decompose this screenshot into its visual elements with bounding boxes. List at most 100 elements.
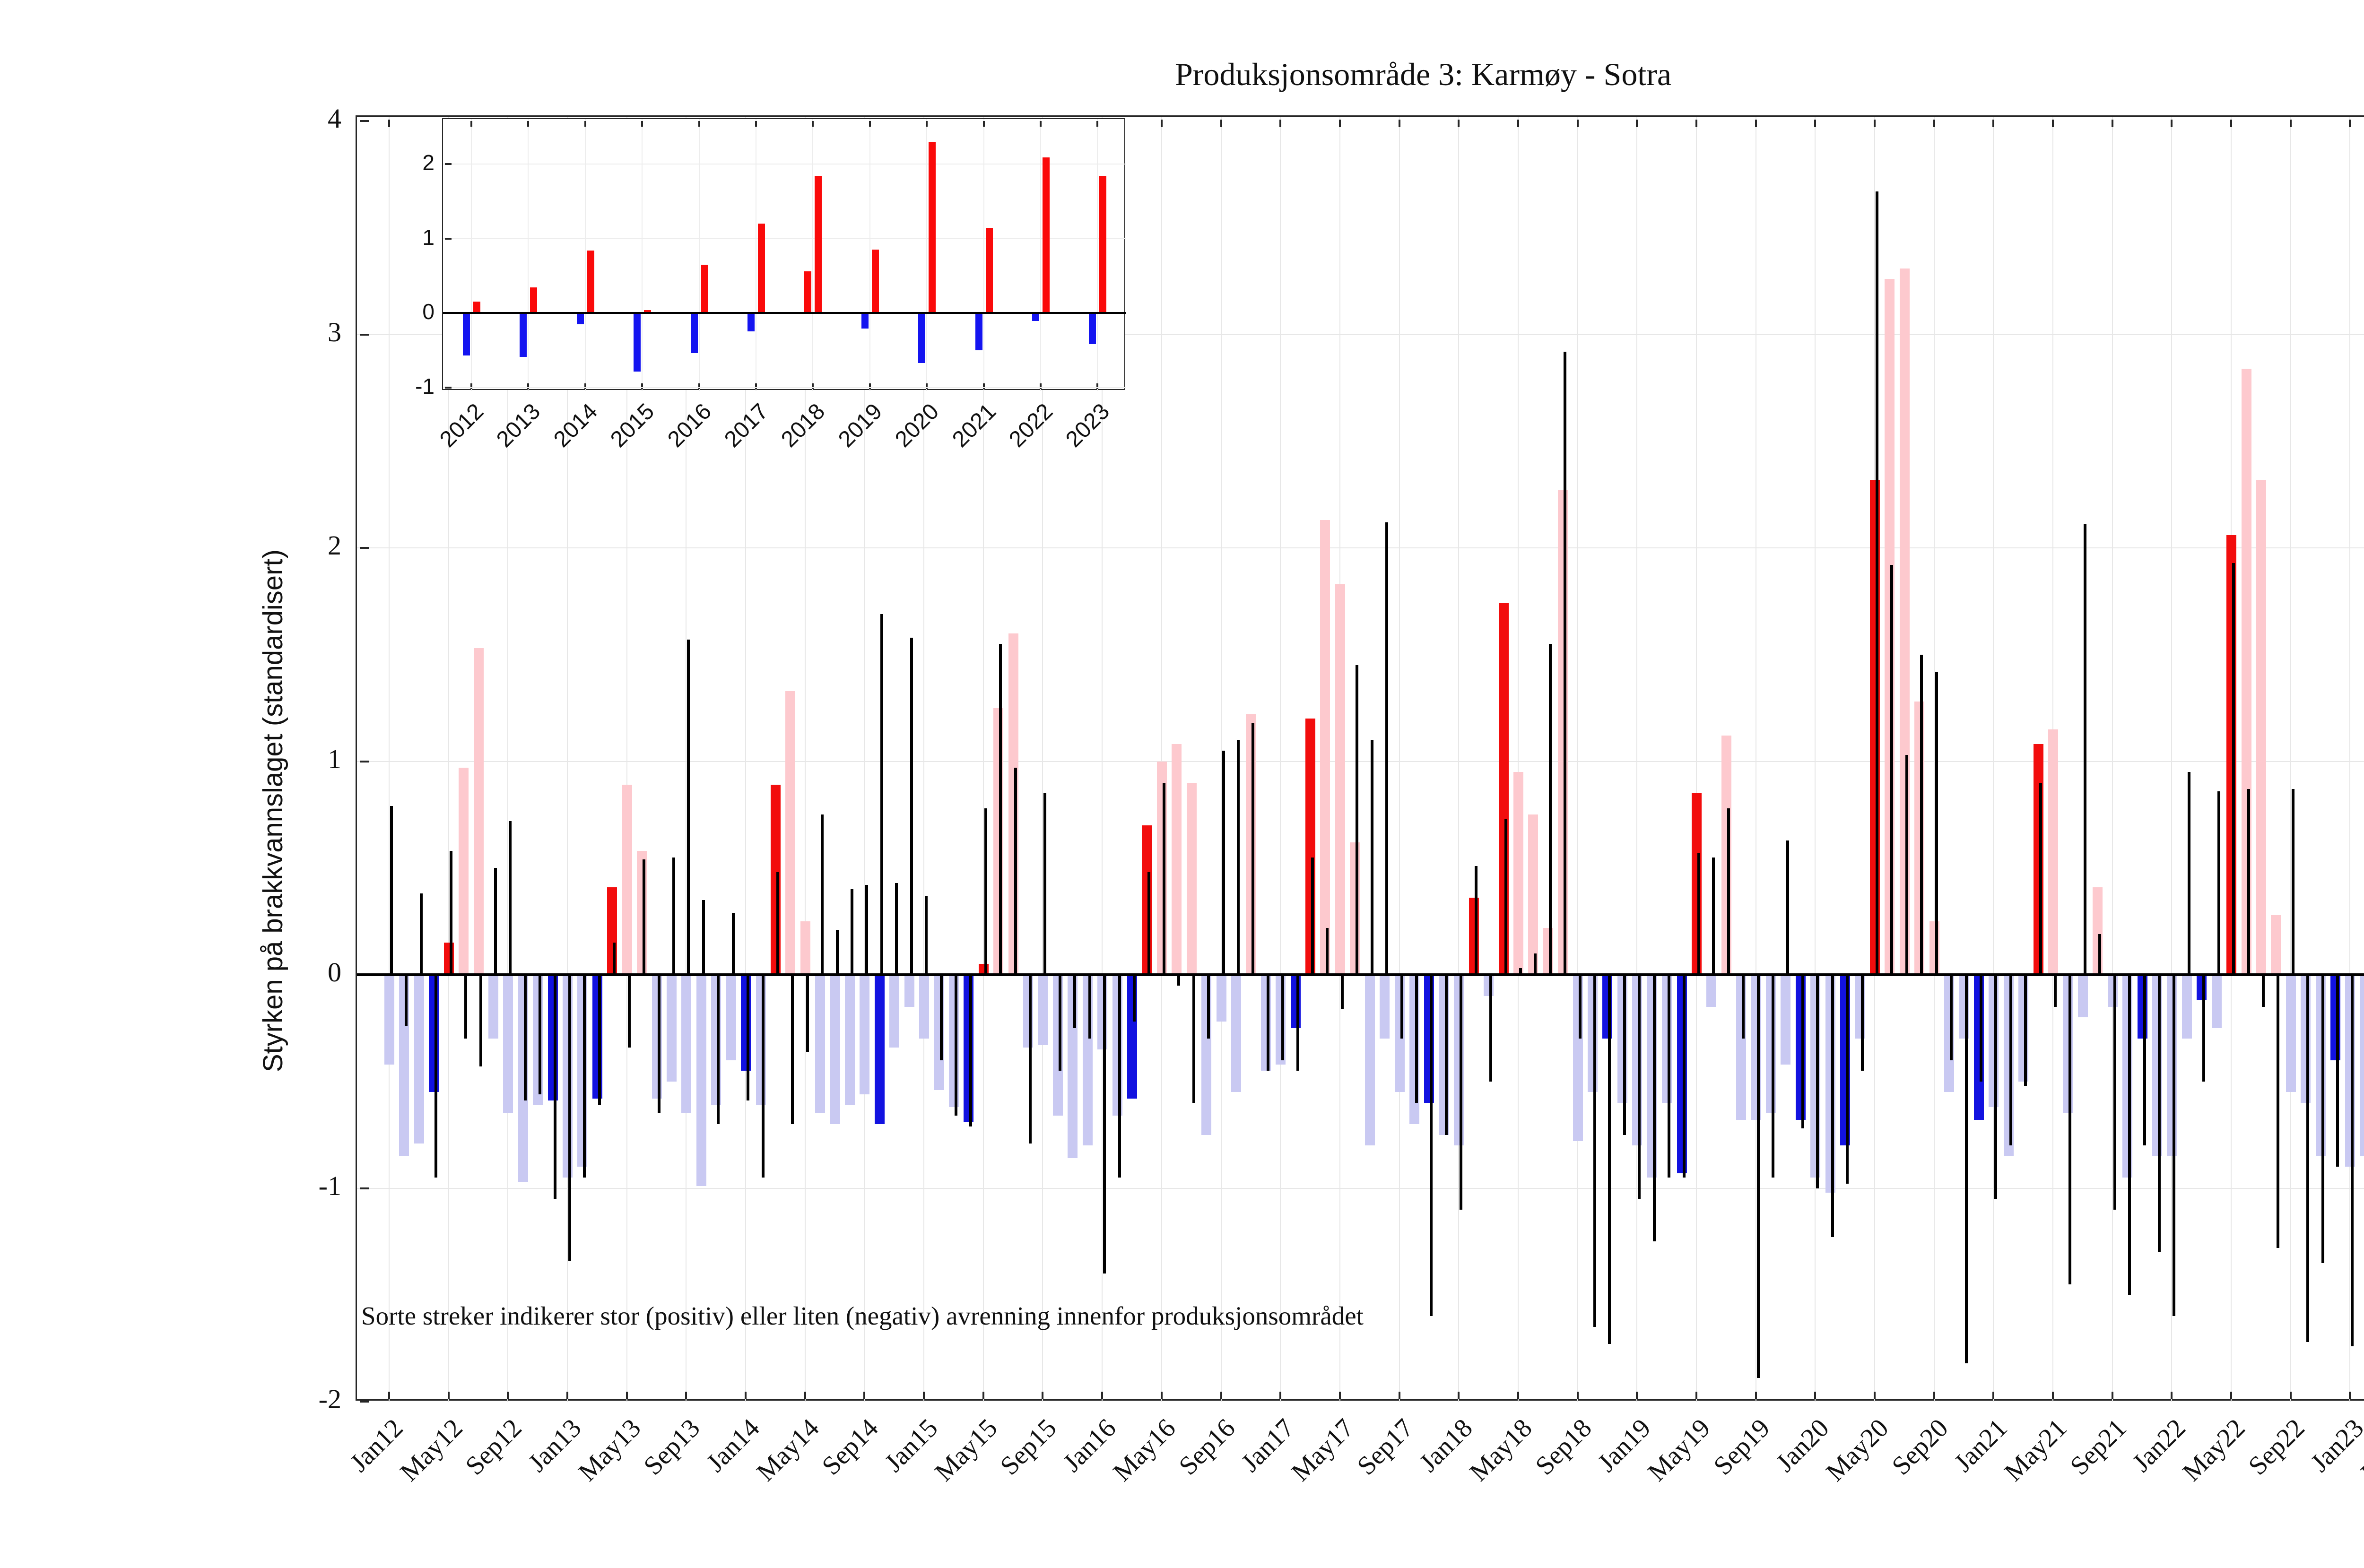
inset-y-gridline (443, 387, 1126, 388)
month-bar (473, 648, 484, 975)
y-tick-mark (360, 1187, 369, 1189)
x-tick-mark (1458, 1392, 1460, 1399)
x-tick-mark (2349, 1392, 2351, 1399)
y-tick-mark (360, 120, 369, 122)
x-gridline (1993, 117, 1994, 1402)
runoff-line (1994, 975, 1998, 1199)
runoff-line (1400, 975, 1403, 1039)
runoff-line (2306, 975, 2310, 1342)
runoff-line (1876, 191, 1878, 975)
inset-x-tick-mark-top (1040, 121, 1042, 127)
runoff-line (925, 895, 928, 975)
inset-y-tick-label: 2 (422, 150, 435, 175)
runoff-line (1935, 671, 1938, 975)
inset-bar (587, 250, 594, 313)
x-tick-mark (2230, 1392, 2233, 1399)
chart-title: Produksjonsområde 3: Karmøy - Sotra (1174, 56, 1672, 92)
runoff-line (1162, 782, 1165, 975)
runoff-line (1742, 975, 1745, 1039)
inset-x-gridline (1040, 119, 1041, 391)
x-tick-mark (1279, 1392, 1282, 1399)
x-gridline (448, 117, 449, 1402)
x-gridline (864, 117, 865, 1402)
x-tick-mark (1933, 1392, 1935, 1399)
runoff-line (761, 975, 765, 1178)
inset-x-gridline (926, 119, 928, 391)
runoff-line (1638, 975, 1641, 1199)
inset-bar (871, 250, 879, 313)
x-tick-mark-top (1695, 120, 1697, 127)
runoff-line (553, 975, 556, 1199)
x-gridline (507, 117, 509, 1402)
x-tick-mark (2171, 1392, 2173, 1399)
y-gridline (357, 1187, 2364, 1189)
x-gridline (1220, 117, 1222, 1402)
x-tick-mark (2052, 1392, 2054, 1399)
x-gridline (1517, 117, 1519, 1402)
x-tick-mark (388, 1392, 390, 1399)
runoff-line (895, 883, 898, 975)
x-tick-mark-top (1338, 120, 1341, 127)
inset-x-tick-mark (527, 383, 530, 389)
inset-x-tick-mark (1096, 383, 1099, 389)
x-gridline (1042, 117, 1043, 1402)
runoff-line (449, 851, 452, 975)
x-gridline (1636, 117, 1638, 1402)
inset-x-tick-mark-top (1096, 121, 1099, 127)
month-bar (681, 975, 692, 1114)
x-gridline (1102, 117, 1103, 1402)
x-tick-mark (1874, 1392, 1876, 1399)
runoff-line (717, 975, 720, 1125)
month-bar (904, 975, 914, 1007)
month-bar (666, 975, 677, 1082)
runoff-line (1311, 857, 1314, 975)
x-tick-mark-top (2349, 120, 2351, 127)
runoff-line (1296, 975, 1299, 1071)
x-tick-mark-top (1160, 120, 1163, 127)
inset-y-tick-mark (445, 163, 452, 165)
x-tick-mark (1160, 1392, 1163, 1399)
x-tick-mark (1042, 1392, 1044, 1399)
month-bar (1231, 975, 1241, 1092)
y-gridline (357, 761, 2364, 762)
runoff-line (2054, 975, 2057, 1007)
y-tick-label: -2 (318, 1384, 341, 1414)
x-tick-mark (1755, 1392, 1757, 1399)
runoff-line (2157, 975, 2161, 1252)
runoff-line (568, 975, 572, 1261)
inset-x-tick-mark (641, 383, 643, 389)
x-gridline (2290, 117, 2291, 1402)
y-tick-mark (360, 1401, 369, 1403)
runoff-line (1444, 975, 1448, 1135)
inset-yearly-chart (442, 118, 1126, 391)
runoff-line (1964, 975, 1968, 1363)
runoff-line (1920, 654, 1923, 975)
inset-bar (758, 224, 765, 313)
inset-bar (861, 313, 869, 329)
x-gridline (1577, 117, 1578, 1402)
inset-y-tick-label: 0 (422, 299, 435, 324)
month-bar (503, 975, 513, 1114)
runoff-line (1786, 840, 1790, 975)
runoff-line (1043, 793, 1047, 975)
month-bar (1781, 975, 1791, 1065)
x-tick-mark (447, 1392, 450, 1399)
month-bar (1038, 975, 1048, 1045)
inset-x-gridline (983, 119, 984, 391)
runoff-line (1756, 975, 1760, 1378)
x-gridline (389, 117, 390, 1402)
x-tick-mark-top (2289, 120, 2292, 127)
inset-bar (1099, 176, 1107, 313)
runoff-line (2187, 772, 2190, 975)
inset-x-tick-mark-top (470, 121, 472, 127)
month-bar (2211, 975, 2222, 1028)
inset-x-tick-mark (1040, 383, 1042, 389)
runoff-line (806, 975, 809, 1052)
runoff-line (1430, 975, 1433, 1317)
runoff-line (1281, 975, 1285, 1060)
runoff-line (2009, 975, 2012, 1146)
runoff-line (613, 943, 616, 975)
inset-bar (463, 313, 470, 355)
x-tick-mark (626, 1392, 628, 1399)
x-gridline (2112, 117, 2113, 1402)
